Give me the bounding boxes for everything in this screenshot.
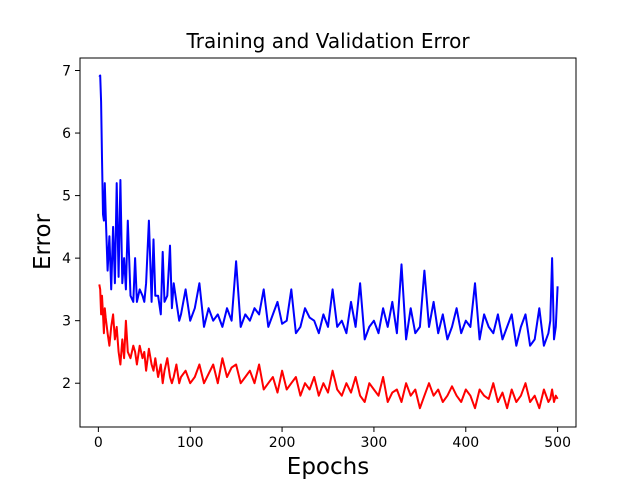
chart-title: Training and Validation Error [185, 29, 470, 53]
x-tick-label: 200 [269, 435, 296, 451]
series-line-0 [98, 74, 559, 347]
y-tick-label: 5 [62, 189, 71, 205]
x-axis-ticks: 0 100 200 300 400 500 [94, 427, 571, 451]
y-tick-label: 4 [62, 251, 71, 267]
x-tick-label: 400 [452, 435, 479, 451]
plot-frame [79, 57, 577, 428]
x-tick-label: 100 [177, 435, 204, 451]
x-tick-label: 500 [544, 435, 571, 451]
plot-lines [98, 74, 559, 410]
y-tick-label: 7 [62, 64, 71, 80]
y-axis-ticks: 2 3 4 5 6 7 [62, 64, 80, 392]
y-tick-label: 3 [62, 314, 71, 330]
y-tick-label: 2 [62, 376, 71, 392]
y-axis-label: Error [30, 213, 56, 270]
y-tick-label: 6 [62, 126, 71, 142]
x-tick-label: 300 [361, 435, 388, 451]
x-axis-label: Epochs [287, 454, 369, 480]
x-tick-label: 0 [94, 435, 103, 451]
series-line-1 [98, 284, 559, 410]
